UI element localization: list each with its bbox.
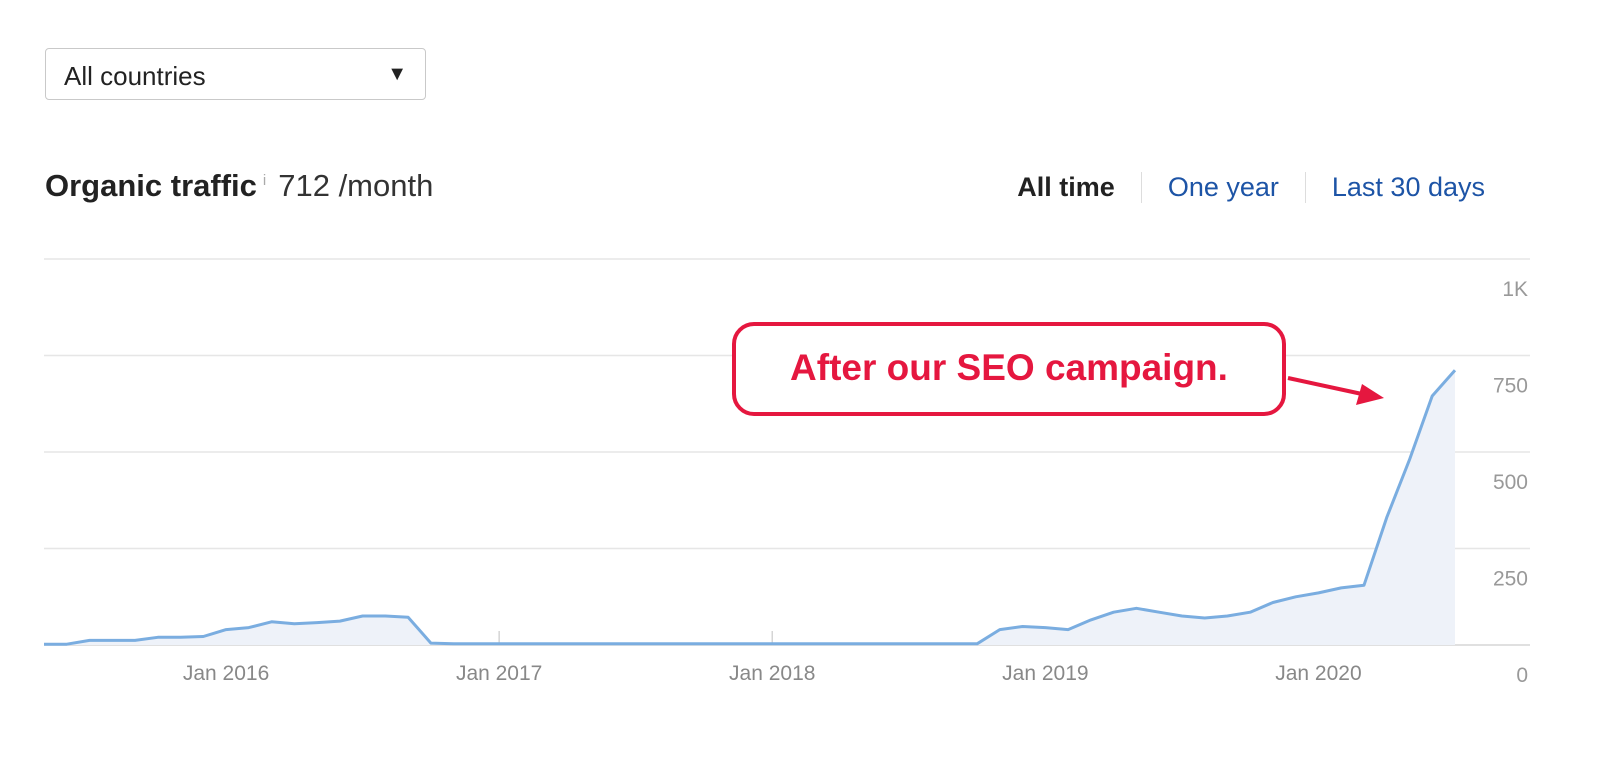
y-tick-label: 750 — [1493, 375, 1528, 398]
annotation: After our SEO campaign. — [790, 347, 1228, 388]
x-tick-label: Jan 2016 — [183, 662, 269, 685]
summary: 712 /month — [278, 168, 434, 203]
line — [44, 369, 1457, 646]
y-tick-label: 0 — [1516, 664, 1528, 687]
tab[interactable]: Last 30 days — [1304, 172, 1485, 203]
annotation-arrow — [1287, 376, 1363, 396]
dropdown-label: All countries — [64, 61, 206, 91]
y-tick-label: 250 — [1493, 568, 1528, 591]
tabs: All time One year Last 30 days — [991, 172, 1485, 203]
y-tick-label: 500 — [1493, 471, 1528, 494]
x-tick-label: Jan 2019 — [1002, 662, 1088, 685]
title: Organic traffic — [45, 168, 257, 203]
annotation-box — [732, 322, 1286, 416]
x-tick-label: Jan 2020 — [1275, 662, 1361, 685]
x-tick-label: Jan 2017 — [456, 662, 542, 685]
area-fill — [44, 370, 1455, 645]
info-icon[interactable]: i — [262, 171, 267, 189]
header: Organic traffic i 712 /month — [45, 168, 433, 204]
tab[interactable]: All time — [1017, 172, 1115, 202]
country-dropdown[interactable]: All countries ▼ — [45, 48, 426, 100]
dropdown-arrow: ▼ — [387, 63, 407, 85]
annotation-arrowhead — [1356, 384, 1384, 405]
y-tick-label: 1K — [1502, 278, 1528, 301]
x-tick-label: Jan 2018 — [729, 662, 815, 685]
tab[interactable]: One year — [1140, 172, 1305, 203]
